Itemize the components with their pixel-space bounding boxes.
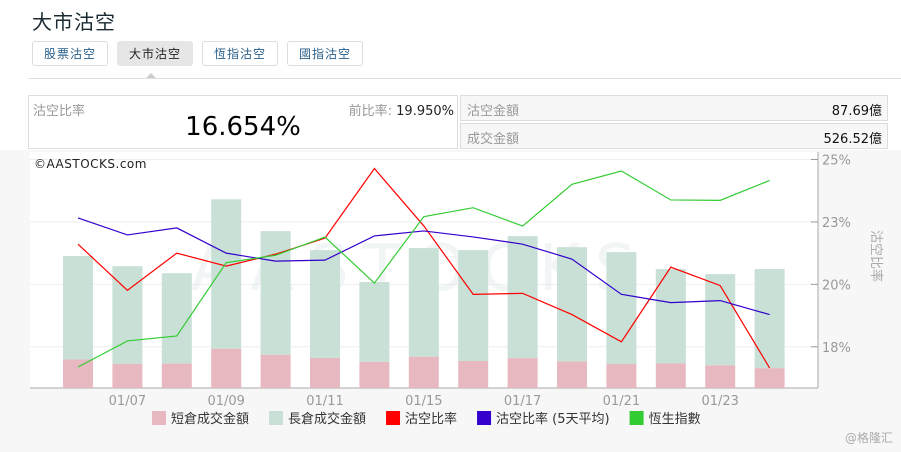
watermark: ©AASTOCKS.com	[34, 157, 147, 171]
turnover-value: 526.52億	[823, 132, 883, 147]
divider	[28, 78, 901, 79]
ratio-label: 沽空比率	[33, 104, 86, 119]
tab-hsi-short[interactable]: 恆指沽空	[202, 41, 279, 66]
x-tick-label: 01/09	[207, 394, 244, 409]
legend-swatch	[152, 411, 166, 425]
legend-swatch	[269, 411, 284, 425]
line-short-ratio-5d	[77, 217, 770, 316]
tab-hscei-short[interactable]: 國指沽空	[287, 41, 364, 66]
bar-long	[408, 248, 439, 357]
y-axis-title: 沽空比率	[868, 230, 884, 282]
y-tick-label: 20%	[822, 278, 851, 293]
bar-short	[260, 354, 291, 388]
bar-long	[161, 273, 192, 364]
x-tick-label: 01/11	[306, 394, 343, 409]
x-tick-label: 01/07	[109, 394, 146, 409]
turnover-row: 成交金額 526.52億	[460, 123, 888, 149]
legend-label: 長倉成交金額	[288, 411, 366, 427]
y-tick-label: 18%	[822, 341, 851, 356]
page-title: 大市沽空	[32, 10, 116, 34]
legend-label: 沽空比率	[405, 411, 457, 427]
x-tick-label: 01/15	[405, 394, 442, 409]
prev-ratio: 前比率: 19.950%	[349, 100, 454, 119]
active-tab-caret	[146, 73, 156, 78]
x-tick-label: 01/23	[701, 394, 738, 409]
x-tick-label: 01/21	[603, 394, 640, 409]
legend-label: 短倉成交金額	[171, 411, 249, 427]
bar-long	[260, 231, 291, 355]
legend-swatch	[386, 411, 401, 425]
line-short-ratio	[77, 167, 771, 369]
bar-short	[63, 359, 93, 388]
chart-svg: 25%23%20%18%沽空比率AASTOCKS01/0701/0901/110…	[30, 152, 884, 427]
chart: 25%23%20%18%沽空比率AASTOCKS01/0701/0901/110…	[0, 150, 901, 452]
bar-long	[606, 252, 637, 365]
bar-short	[606, 364, 637, 388]
bar-long	[655, 269, 686, 364]
x-tick-label: 01/17	[504, 394, 541, 409]
legend-swatch	[477, 411, 492, 425]
y-tick-label: 23%	[822, 216, 851, 231]
ratio-panel: 沽空比率 前比率: 19.950% 16.654%	[28, 95, 458, 149]
short-amount-row: 沽空金額 87.69億	[460, 95, 888, 121]
tab-bar: 股票沽空 大市沽空 恆指沽空 國指沽空	[32, 41, 364, 66]
bar-short	[655, 363, 686, 388]
short-amount-label: 沽空金額	[467, 104, 520, 119]
bar-short	[458, 360, 489, 388]
bar-short	[112, 363, 143, 388]
bar-long	[63, 256, 93, 360]
legend-label: 恆生指數	[649, 412, 701, 427]
line-hsi	[77, 170, 770, 368]
prev-ratio-value: 19.950%	[396, 104, 454, 119]
bar-long	[557, 247, 587, 362]
bar-short	[310, 357, 340, 388]
bar-long	[211, 199, 242, 349]
bar-short	[161, 363, 192, 388]
bar-long	[458, 250, 489, 361]
bar-long	[754, 269, 785, 369]
bar-long	[507, 236, 538, 359]
bar-long	[310, 250, 340, 358]
y-tick-label: 25%	[822, 153, 851, 168]
legend-swatch	[629, 411, 644, 425]
short-amount-value: 87.69億	[831, 104, 882, 119]
bar-long	[705, 274, 736, 366]
bar-long	[359, 282, 390, 362]
bar-short	[408, 356, 439, 388]
legend-label: 沽空比率 (5天平均)	[496, 411, 610, 427]
tab-market-short[interactable]: 大市沽空	[117, 41, 194, 66]
bar-short	[754, 368, 785, 388]
bar-short	[557, 361, 587, 388]
bar-short	[705, 365, 736, 388]
turnover-label: 成交金額	[467, 132, 520, 147]
bar-short	[507, 358, 538, 388]
ratio-value: 16.654%	[185, 112, 301, 142]
prev-ratio-label: 前比率:	[348, 104, 393, 119]
tab-stock-short[interactable]: 股票沽空	[32, 41, 109, 66]
bar-short	[211, 348, 242, 388]
credit: @格隆汇	[844, 431, 893, 445]
bar-short	[359, 361, 390, 388]
